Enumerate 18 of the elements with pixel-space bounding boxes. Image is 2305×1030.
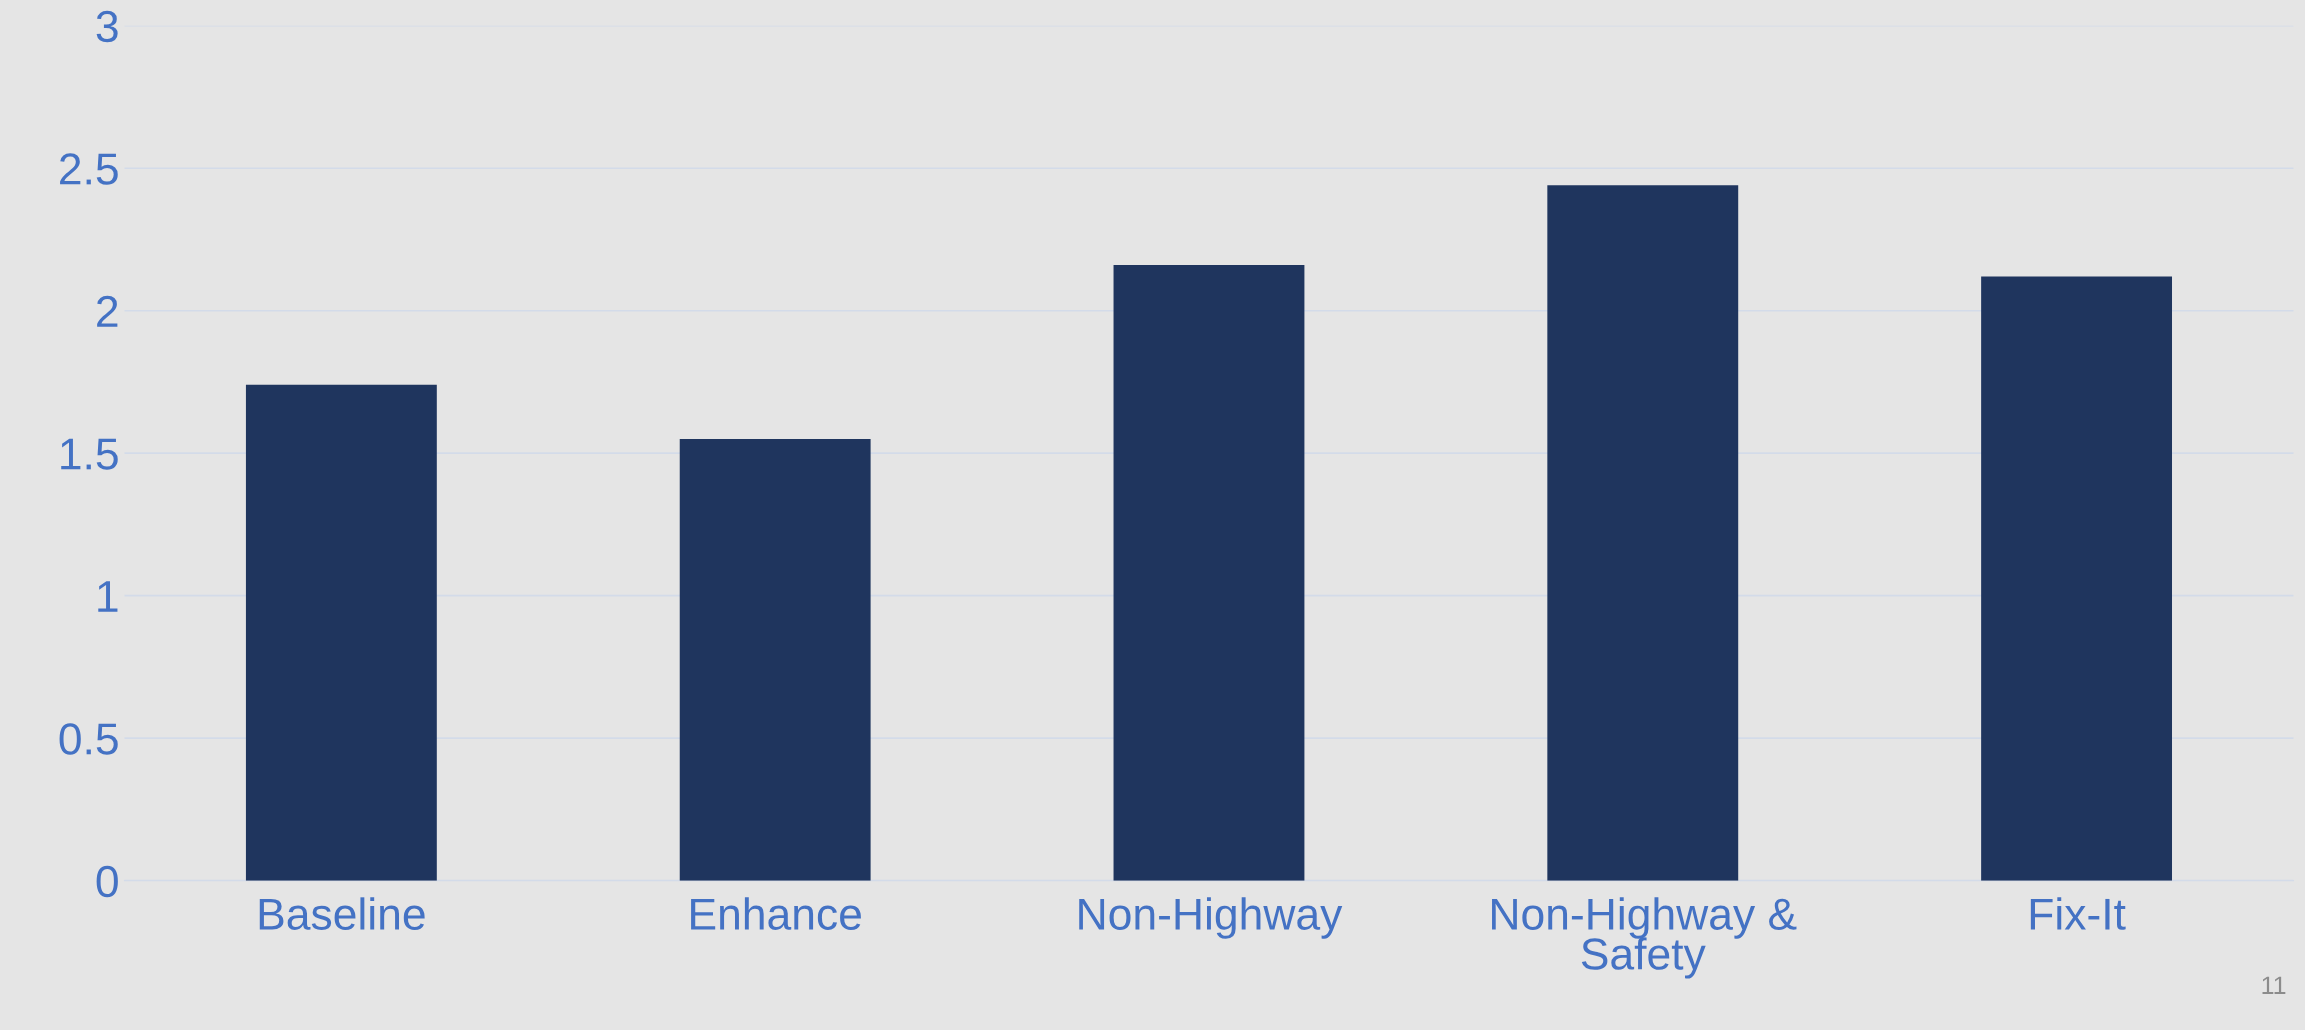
bar — [1547, 185, 1739, 881]
bar — [245, 384, 437, 881]
x-tick-label: Enhance — [691, 897, 861, 930]
y-tick-label: 0 — [96, 865, 118, 898]
y-tick-label: 0.5 — [59, 723, 118, 755]
bar — [679, 438, 871, 881]
bar — [1113, 265, 1305, 881]
y-tick-label: 2 — [97, 295, 118, 327]
x-tick-label: Fix-It — [2030, 897, 2126, 930]
y-tick-label: 2.5 — [60, 153, 118, 185]
bar — [1981, 276, 2173, 881]
x-tick-label: Non-Highway & Safety — [1492, 897, 1797, 979]
x-tick-label: Non-Highway — [1079, 897, 1343, 939]
x-tick-label: Baseline — [259, 897, 425, 930]
y-tick-label: 1 — [98, 581, 118, 612]
text: 11 — [2262, 976, 2286, 994]
y-tick-label: 1.5 — [61, 438, 118, 470]
y-tick-label: 3 — [96, 10, 118, 43]
